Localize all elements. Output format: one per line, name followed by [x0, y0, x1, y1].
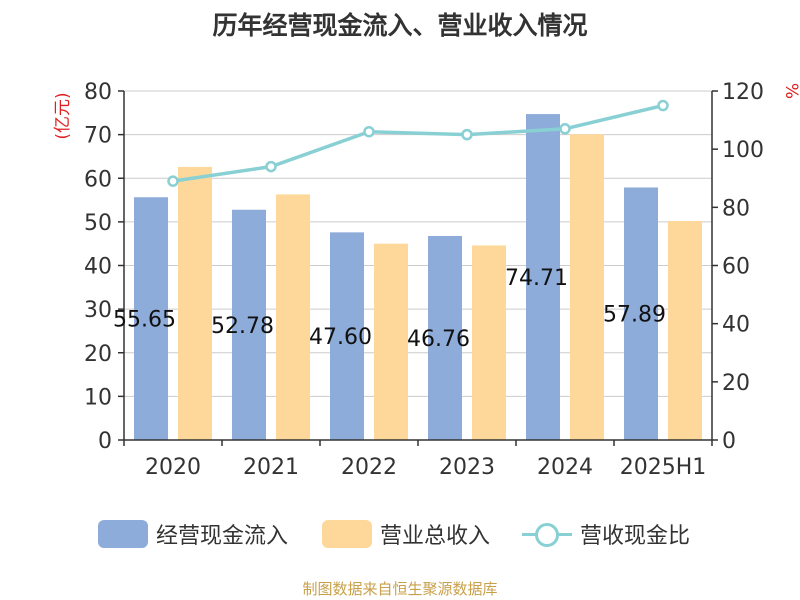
x-tick-label: 2020 — [145, 455, 201, 480]
y-right-tick-label: 120 — [722, 80, 764, 105]
bar-cash-inflow — [232, 209, 266, 440]
legend-marker-ratio — [522, 520, 572, 548]
point-ratio — [363, 125, 375, 138]
legend: 经营现金流入 营业总收入 营收现金比 — [0, 516, 800, 552]
point-ratio — [461, 128, 473, 141]
bar-revenue — [276, 194, 310, 440]
bar-revenue — [178, 166, 212, 440]
data-label: 57.89 — [603, 303, 666, 328]
bar-revenue — [668, 221, 702, 440]
y-right-tick-label: 20 — [722, 371, 750, 396]
y-left-tick-label: 20 — [84, 342, 112, 367]
bar-cash-inflow — [330, 232, 364, 440]
data-label: 47.60 — [309, 325, 372, 350]
bar-revenue — [570, 134, 604, 440]
x-tick-label: 2021 — [243, 455, 299, 480]
y-left-tick-label: 50 — [84, 211, 112, 236]
bar-cash-inflow — [428, 236, 462, 440]
y-right-tick-label: 80 — [722, 196, 750, 221]
bar-revenue — [472, 245, 506, 440]
y-right-tick-label: 60 — [722, 255, 750, 280]
y-right-tick-label: 0 — [722, 429, 736, 454]
y-left-tick-label: 40 — [84, 255, 112, 280]
y-left-axis-label: (亿元) — [53, 92, 73, 139]
line-ratio — [172, 103, 664, 183]
point-ratio — [167, 175, 179, 187]
data-label: 74.71 — [505, 266, 568, 291]
y-left-tick-label: 0 — [98, 429, 112, 454]
data-label: 55.65 — [113, 308, 176, 333]
legend-label-cash-inflow: 经营现金流入 — [156, 524, 289, 549]
bar-revenue — [374, 243, 408, 440]
bar-cash-inflow — [624, 187, 658, 440]
y-left-tick-label: 10 — [84, 385, 112, 410]
point-ratio — [559, 123, 571, 135]
legend-label-revenue: 营业总收入 — [380, 524, 491, 549]
y-left-tick-label: 70 — [84, 124, 112, 149]
data-label: 52.78 — [211, 314, 274, 339]
bar-cash-inflow — [526, 114, 560, 440]
y-right-axis-label: % — [781, 83, 800, 99]
y-left-tick-label: 80 — [84, 80, 112, 105]
legend-item-cash-inflow[interactable]: 经营现金流入 — [98, 516, 288, 552]
legend-item-ratio[interactable]: 营收现金比 — [522, 516, 690, 552]
x-tick-label: 2023 — [439, 455, 495, 480]
y-right-tick-label: 40 — [722, 313, 750, 338]
legend-label-ratio: 营收现金比 — [580, 524, 691, 549]
x-tick-label: 2025H1 — [620, 455, 707, 480]
chart-canvas: 0 10 20 30 40 50 60 70 80 0 20 40 60 80 100 120 2020 2021… — [53, 80, 800, 480]
y-right-tick-label: 100 — [722, 138, 764, 163]
bar-cash-inflow — [134, 197, 168, 440]
chart-title: 历年经营现金流入、营业收入情况 — [212, 11, 588, 40]
data-source-note: 制图数据来自恒生聚源数据库 — [302, 580, 498, 598]
y-left-tick-label: 60 — [84, 167, 112, 192]
y-left-tick-label: 30 — [84, 298, 112, 323]
legend-swatch-cash-inflow — [98, 520, 148, 548]
legend-item-revenue[interactable]: 营业总收入 — [322, 516, 490, 552]
point-ratio — [657, 99, 669, 112]
data-label: 46.76 — [407, 327, 470, 352]
x-tick-label: 2022 — [341, 455, 397, 480]
point-ratio — [265, 160, 277, 173]
x-tick-label: 2024 — [537, 455, 593, 480]
legend-swatch-revenue — [322, 520, 372, 548]
